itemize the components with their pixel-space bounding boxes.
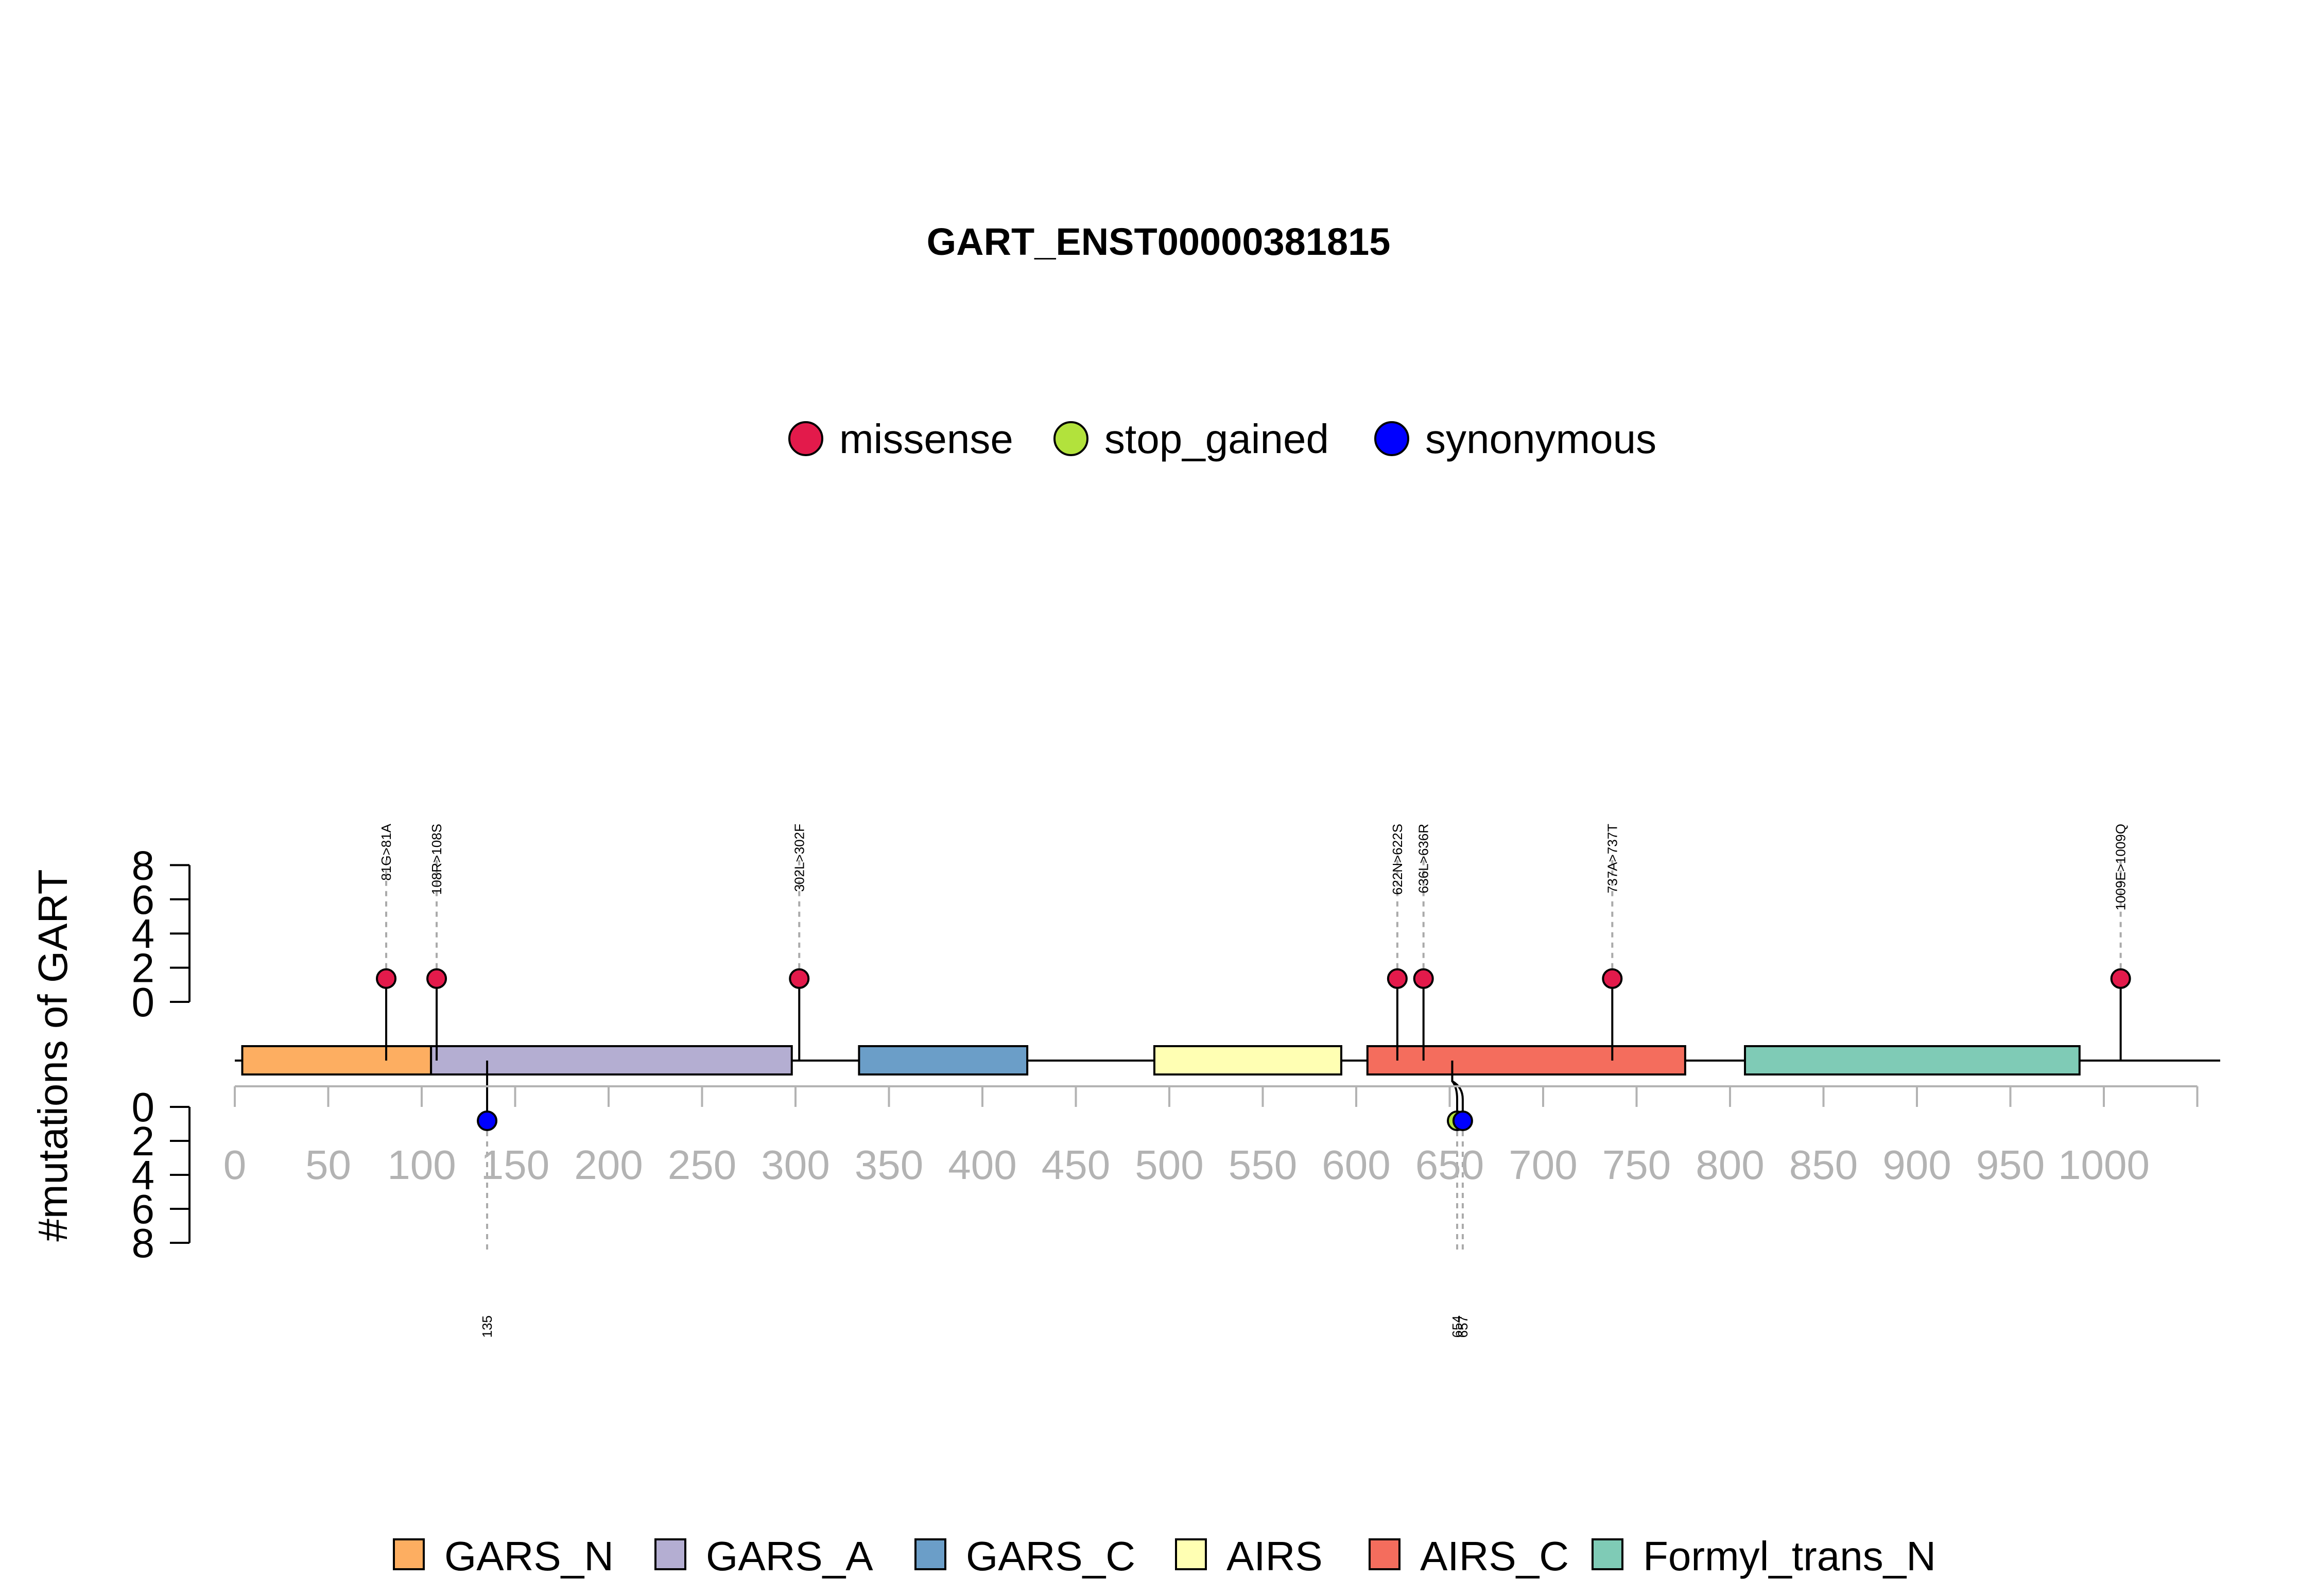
mutation-head-synonymous — [477, 1111, 498, 1131]
x-tick-label: 100 — [387, 1142, 456, 1188]
domain-AIRS_C — [1366, 1045, 1686, 1075]
mutation-label: 1009E>1009Q — [2113, 824, 2129, 910]
mutation-legend: missense stop_gained synonymous — [788, 416, 1656, 462]
domain-legend: GARS_N GARS_A GARS_C AIRS AIRS_C Formyl_trans… — [393, 1533, 1936, 1579]
x-tick-label: 700 — [1509, 1142, 1577, 1188]
x-tick-label: 0 — [223, 1142, 247, 1188]
x-tick-label: 900 — [1882, 1142, 1951, 1188]
mutation-head-missense — [376, 968, 397, 989]
x-tick-label: 50 — [305, 1142, 351, 1188]
domain-GARS_A — [430, 1045, 793, 1075]
mutation-head-missense — [1387, 968, 1408, 989]
mutation-label: 108R>108S — [429, 824, 444, 895]
domain-legend-label-GARS_A: GARS_A — [706, 1533, 873, 1579]
legend-marker-missense — [788, 421, 823, 456]
domain-legend-label-GARS_N: GARS_N — [444, 1533, 614, 1579]
y-tick-label-bottom: 0 — [132, 1084, 155, 1130]
mutation-label: 302L>302F — [791, 824, 807, 892]
x-tick-label: 600 — [1322, 1142, 1390, 1188]
x-tick-label: 450 — [1042, 1142, 1110, 1188]
domain-legend-swatch-GARS_A — [654, 1538, 686, 1570]
mutation-head-synonymous — [1452, 1111, 1473, 1131]
legend-label-synonymous: synonymous — [1425, 416, 1656, 462]
x-tick-label: 400 — [948, 1142, 1016, 1188]
domain-legend-label-Formyl_trans_N: Formyl_trans_N — [1643, 1533, 1936, 1579]
x-tick-label: 150 — [481, 1142, 549, 1188]
x-axis: 0 50 100 150 200 250 300 350 400 450 500 550 600 650 7… — [223, 1085, 2199, 1188]
domain-AIRS — [1153, 1045, 1342, 1075]
x-tick-label: 250 — [668, 1142, 736, 1188]
chart-title: GART_ENST00000381815 — [927, 220, 1391, 263]
domain-legend-swatch-GARS_N — [393, 1538, 425, 1570]
domain-legend-swatch-GARS_C — [914, 1538, 946, 1570]
mutation-label: 135 — [479, 1315, 495, 1338]
x-tick-label: 750 — [1602, 1142, 1671, 1188]
y-tick-label-top: 0 — [132, 979, 155, 1025]
mutation-head-missense — [426, 968, 447, 989]
y-tick-label-bottom: 6 — [132, 1186, 155, 1232]
legend-marker-synonymous — [1374, 421, 1409, 456]
mutation-label: 654 — [1449, 1315, 1465, 1338]
x-tick-label: 350 — [855, 1142, 923, 1188]
mutation-head-missense — [1602, 968, 1623, 989]
x-tick-label: 950 — [1976, 1142, 2045, 1188]
y-tick-label-top: 6 — [132, 877, 155, 923]
mutation-label: 737A>737T — [1604, 824, 1620, 893]
domain-legend-swatch-AIRS_C — [1369, 1538, 1400, 1570]
mutation-label: 81G>81A — [378, 823, 394, 880]
x-tick-label: 650 — [1415, 1142, 1484, 1188]
legend-marker-stop_gained — [1053, 421, 1088, 456]
y-tick-label-top: 2 — [132, 945, 155, 991]
domain-GARS_C — [858, 1045, 1029, 1075]
y-tick-label-bottom: 2 — [132, 1118, 155, 1164]
x-tick-label: 500 — [1135, 1142, 1203, 1188]
y-tick-label-bottom: 4 — [132, 1152, 155, 1198]
domain-legend-label-GARS_C: GARS_C — [966, 1533, 1135, 1579]
x-tick-label: 850 — [1789, 1142, 1858, 1188]
y-tick-label-top: 8 — [132, 842, 155, 888]
y-axis-label: #mutations of GART — [30, 869, 76, 1241]
domain-legend-label-AIRS_C: AIRS_C — [1420, 1533, 1569, 1579]
x-tick-label: 800 — [1696, 1142, 1764, 1188]
mutations-top: 81G>81A 108R>108S 302L>302F 622N>622S 636L>6… — [376, 823, 2131, 1061]
mutation-label: 622N>622S — [1390, 824, 1405, 895]
legend-label-stop_gained: stop_gained — [1104, 416, 1329, 462]
mutation-head-missense — [1413, 968, 1434, 989]
y-tick-label-bottom: 8 — [132, 1220, 155, 1266]
mutation-head-missense — [789, 968, 810, 989]
domain-legend-label-AIRS: AIRS — [1226, 1533, 1323, 1579]
domain-legend-swatch-Formyl_trans_N — [1592, 1538, 1623, 1570]
mutation-head-missense — [2110, 968, 2131, 989]
mutation-stem — [1451, 1061, 1464, 1121]
y-tick-label-top: 4 — [132, 911, 155, 957]
x-tick-label: 1000 — [2058, 1142, 2150, 1188]
mutation-label: 636L>636R — [1416, 824, 1431, 893]
mutation-label: 657 — [1455, 1315, 1471, 1338]
domain-Formyl_trans_N — [1744, 1045, 2081, 1075]
x-tick-label: 200 — [574, 1142, 643, 1188]
x-tick-label: 550 — [1229, 1142, 1297, 1188]
domain-legend-swatch-AIRS — [1175, 1538, 1207, 1570]
x-tick-label: 300 — [761, 1142, 829, 1188]
domain-GARS_N — [241, 1045, 433, 1075]
domain-track — [235, 1045, 2220, 1075]
legend-label-missense: missense — [839, 416, 1013, 462]
